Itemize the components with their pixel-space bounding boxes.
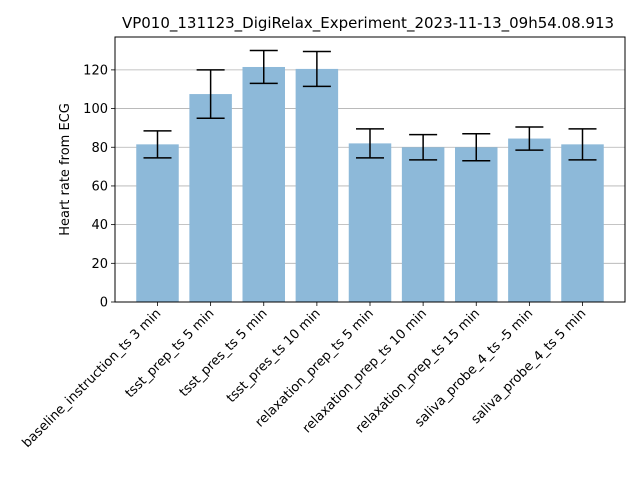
error-bars [143, 49, 597, 162]
error-bar [356, 128, 384, 159]
error-bar [515, 126, 544, 151]
y-axis-label: Heart rate from ECG [58, 103, 73, 236]
error-bar [409, 133, 438, 161]
y-tick-label: 60 [91, 179, 108, 194]
y-axis: 0 20 40 60 80 100 120 [83, 63, 115, 311]
chart-title: VP010_131123_DigiRelax_Experiment_2023-1… [122, 14, 614, 33]
bar [295, 68, 339, 302]
bar [508, 138, 551, 302]
x-tick-label: tsst_pres_ts 10 min [224, 306, 324, 406]
y-tick-label: 80 [91, 141, 108, 156]
bar [561, 144, 604, 302]
error-bar [196, 69, 225, 119]
bar [455, 147, 498, 302]
y-tick-label: 40 [91, 218, 108, 233]
error-bar [568, 128, 597, 161]
x-axis: baseline_instruction_ts 3 mintsst_prep_t… [20, 302, 590, 451]
y-tick-label: 20 [91, 257, 108, 272]
error-bar [143, 130, 172, 159]
bar [242, 66, 285, 302]
bar [401, 147, 445, 302]
error-bar [302, 50, 331, 88]
y-tick-label: 120 [83, 63, 108, 78]
bar [348, 143, 392, 302]
bar [189, 94, 232, 302]
error-bar [249, 49, 278, 85]
y-tick-label: 0 [100, 296, 108, 311]
x-tick-label: tsst_prep_ts 5 min [123, 306, 218, 401]
error-bar [462, 132, 491, 162]
bars [136, 66, 604, 302]
y-tick-label: 100 [83, 102, 108, 117]
x-tick-label: saliva_probe_4_ts 5 min [469, 306, 590, 427]
x-tick-label: tsst_pres_ts 5 min [177, 306, 271, 400]
bar [136, 144, 179, 302]
